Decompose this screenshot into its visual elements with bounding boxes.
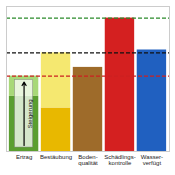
svg-text:Steigerung: Steigerung [27,99,33,128]
svg-text:Schädlings-kontrolle: Schädlings-kontrolle [104,154,135,166]
svg-text:Ertrag: Ertrag [16,154,32,160]
svg-text:Bestäubung: Bestäubung [40,154,72,160]
svg-text:Wasser-verfügt: Wasser-verfügt [141,154,163,166]
svg-text:Boden-qualität: Boden-qualität [78,154,98,166]
